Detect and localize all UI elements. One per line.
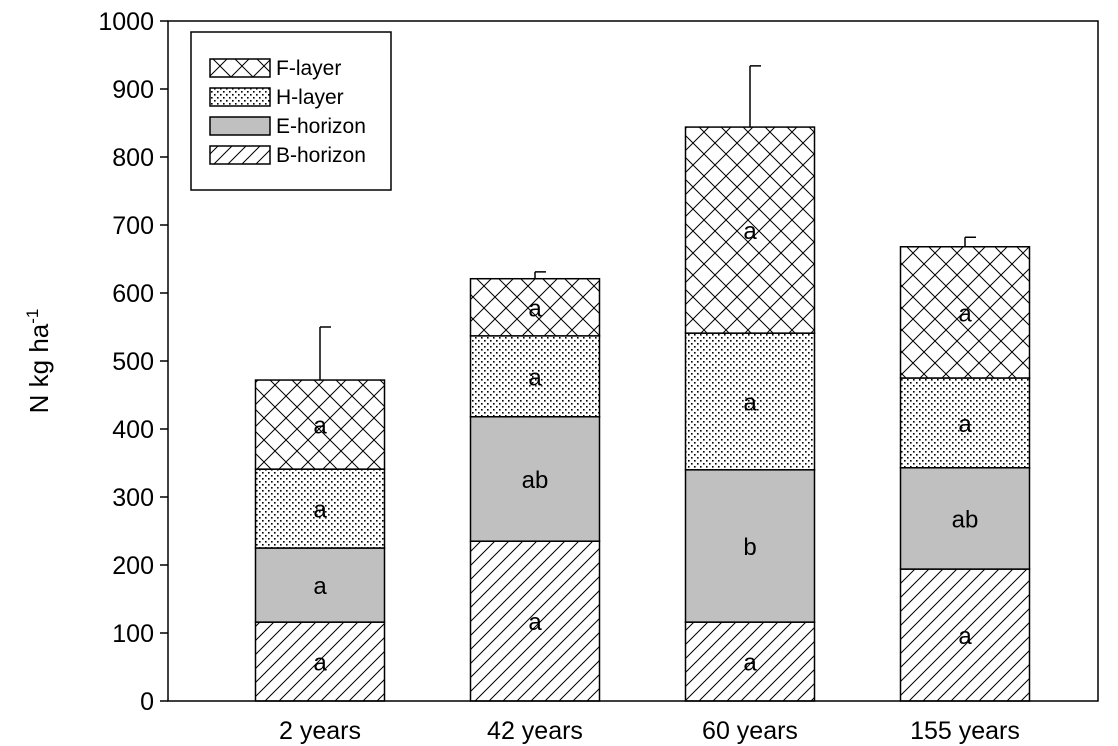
significance-letter: a xyxy=(528,295,542,322)
significance-letter: a xyxy=(958,300,972,327)
bar-segment xyxy=(899,467,1031,570)
legend-swatch xyxy=(209,58,271,78)
error-bar xyxy=(319,326,331,381)
y-tick-label: 0 xyxy=(140,688,154,716)
bar-segment xyxy=(899,568,1031,702)
y-tick-label: 200 xyxy=(112,552,154,580)
significance-letter: a xyxy=(528,364,542,391)
bar-segment xyxy=(254,468,386,549)
y-tick-label: 1000 xyxy=(98,8,154,36)
legend-swatch xyxy=(209,145,271,165)
bar-segment xyxy=(899,377,1031,469)
bar-segment xyxy=(684,332,816,471)
bar-segment xyxy=(469,416,601,542)
significance-letter: a xyxy=(313,413,327,440)
bar-segment xyxy=(684,126,816,334)
significance-letter: b xyxy=(743,534,756,561)
y-tick-label: 700 xyxy=(112,212,154,240)
y-tick-label: 100 xyxy=(112,620,154,648)
y-axis-label: N kg ha-1 xyxy=(23,309,54,414)
legend-swatch xyxy=(209,116,271,136)
significance-letter: a xyxy=(958,411,972,438)
significance-letter: a xyxy=(313,650,327,677)
plot-frame xyxy=(167,20,1099,702)
legend-swatch xyxy=(209,87,271,107)
significance-letter: a xyxy=(743,650,757,677)
legend-label: E-horizon xyxy=(276,115,366,138)
bar-segment xyxy=(684,621,816,702)
significance-letter: a xyxy=(743,389,757,416)
bar-segment xyxy=(254,547,386,623)
significance-letter: ab xyxy=(522,467,549,494)
error-bar xyxy=(964,236,976,247)
y-tick-label: 600 xyxy=(112,280,154,308)
bar-segment xyxy=(469,540,601,702)
bar-segment xyxy=(469,335,601,418)
error-bar xyxy=(749,65,761,128)
error-bar xyxy=(534,271,546,279)
y-tick-label: 900 xyxy=(112,76,154,104)
bar-segment xyxy=(684,469,816,623)
legend-label: H-layer xyxy=(276,86,344,109)
y-tick-label: 800 xyxy=(112,144,154,172)
legend-label: F-layer xyxy=(276,57,341,80)
legend: F-layer H-layer E-horizon B-horizon xyxy=(190,31,392,191)
y-tick-label: 400 xyxy=(112,416,154,444)
bar-segment xyxy=(254,379,386,470)
significance-letter: a xyxy=(313,573,327,600)
x-tick-label: 2 years xyxy=(279,717,361,745)
significance-letter: ab xyxy=(952,506,979,533)
significance-letter: a xyxy=(743,218,757,245)
legend-label: B-horizon xyxy=(276,144,366,167)
significance-letter: a xyxy=(313,497,327,524)
significance-letter: a xyxy=(958,623,972,650)
x-tick-label: 155 years xyxy=(910,717,1020,745)
y-tick-label: 500 xyxy=(112,348,154,376)
y-tick-label: 300 xyxy=(112,484,154,512)
bar-segment xyxy=(469,277,601,337)
x-tick-label: 42 years xyxy=(487,717,583,745)
bar-segment xyxy=(899,246,1031,379)
significance-letter: a xyxy=(528,609,542,636)
bar-segment xyxy=(254,621,386,702)
x-tick-label: 60 years xyxy=(702,717,798,745)
